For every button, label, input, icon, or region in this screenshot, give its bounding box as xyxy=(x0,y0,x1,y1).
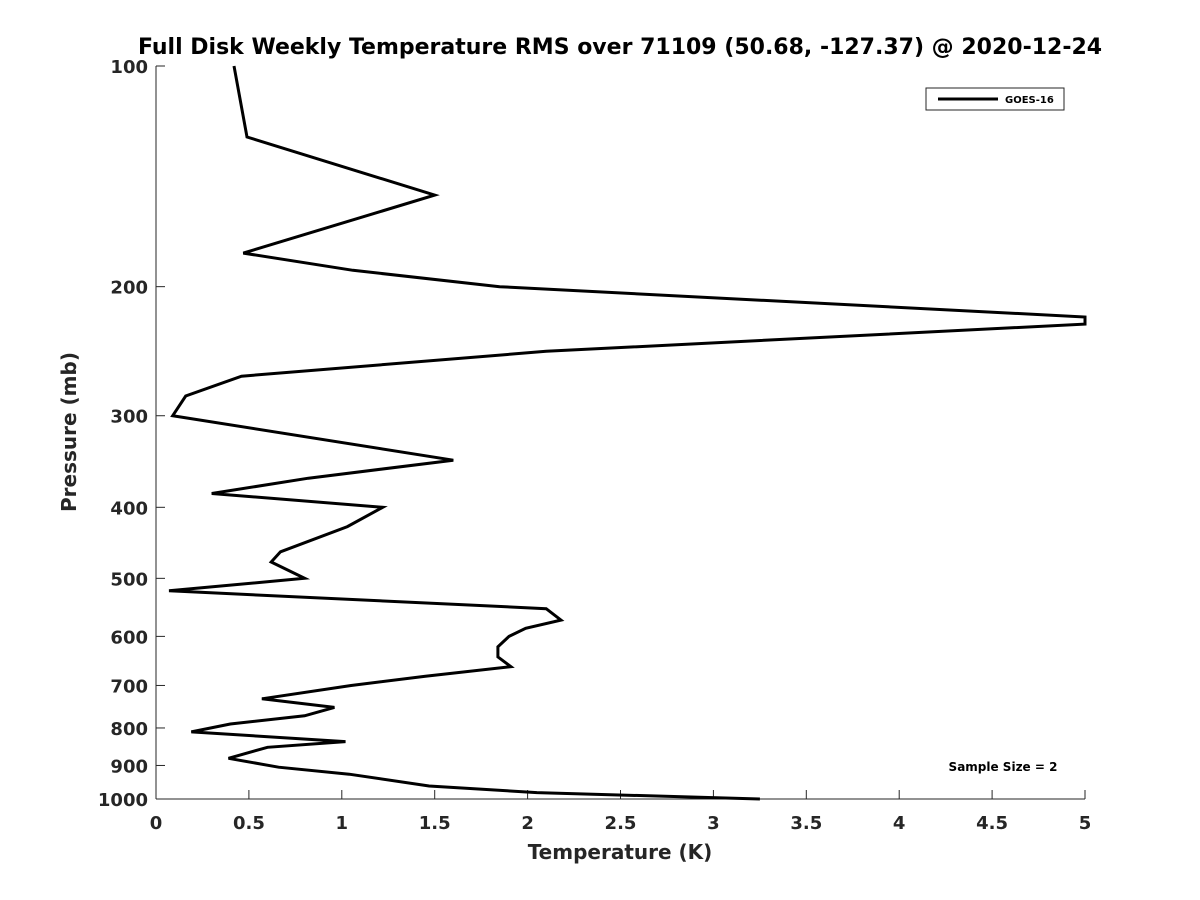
x-tick-label: 2.5 xyxy=(605,813,637,834)
y-tick-label: 400 xyxy=(110,498,148,519)
chart-title: Full Disk Weekly Temperature RMS over 71… xyxy=(138,35,1102,60)
x-tick-label: 0 xyxy=(150,813,163,834)
x-axis-label: Temperature (K) xyxy=(528,840,713,864)
y-axis-label: Pressure (mb) xyxy=(57,352,81,512)
y-tick-label: 900 xyxy=(110,756,148,777)
y-tick-label: 700 xyxy=(110,676,148,697)
x-tick-label: 4 xyxy=(893,813,906,834)
x-tick-label: 1 xyxy=(336,813,349,834)
y-tick-label: 300 xyxy=(110,407,148,428)
x-tick-label: 2 xyxy=(521,813,534,834)
y-tick-label: 1000 xyxy=(98,790,148,811)
x-tick-label: 3.5 xyxy=(790,813,822,834)
x-tick-label: 4.5 xyxy=(976,813,1008,834)
y-tick-label: 800 xyxy=(110,719,148,740)
legend: GOES-16 xyxy=(925,87,1065,111)
sample-size-annotation: Sample Size = 2 xyxy=(949,760,1058,774)
x-tick-label: 1.5 xyxy=(419,813,451,834)
series-line-goes16 xyxy=(168,65,1087,801)
x-tick-label: 3 xyxy=(707,813,720,834)
y-tick-label: 500 xyxy=(110,569,148,590)
x-ticks: 0 0.5 1 1.5 2 2.5 3 3.5 4 4.5 5 xyxy=(150,790,1092,834)
plot-area xyxy=(168,65,1087,801)
x-tick-label: 0.5 xyxy=(233,813,265,834)
legend-label-goes16: GOES-16 xyxy=(1005,95,1054,106)
y-tick-label: 600 xyxy=(110,627,148,648)
y-tick-label: 200 xyxy=(110,278,148,299)
x-tick-label: 5 xyxy=(1079,813,1092,834)
y-ticks: 100 200 300 400 500 600 700 800 900 1000 xyxy=(98,57,165,811)
y-tick-label: 100 xyxy=(110,57,148,78)
